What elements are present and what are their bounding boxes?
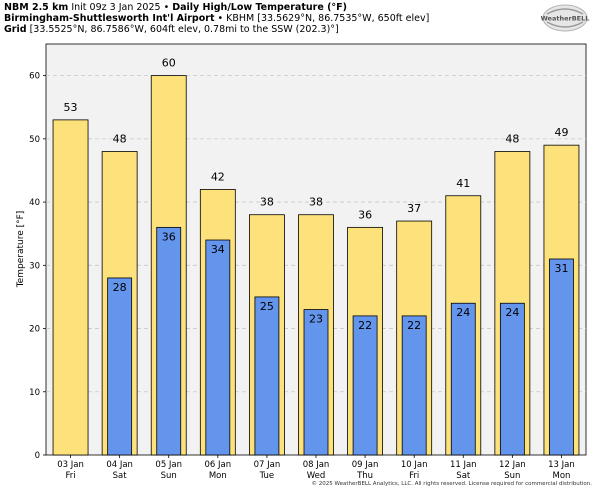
x-tick-date: 12 Jan <box>499 460 526 470</box>
x-tick-date: 08 Jan <box>303 460 330 470</box>
x-tick-day: Thu <box>356 471 373 481</box>
low-temp-label: 22 <box>358 319 372 332</box>
logo-text: WeatherBELL <box>541 15 590 23</box>
low-temp-label: 34 <box>211 243 225 256</box>
x-tick-date: 07 Jan <box>254 460 281 470</box>
model-name: NBM 2.5 km <box>4 2 69 13</box>
separator: • <box>217 13 224 24</box>
separator: • <box>163 2 170 13</box>
low-temp-bar <box>499 302 525 456</box>
x-tick-date: 03 Jan <box>57 460 84 470</box>
low-temp-label: 23 <box>309 313 323 326</box>
high-temp-label: 38 <box>260 196 274 209</box>
product-title: Daily High/Low Temperature (°F) <box>172 2 348 13</box>
high-temp-label: 49 <box>554 126 568 139</box>
x-tick-day: Mon <box>552 471 570 481</box>
low-temp-bar <box>303 309 329 456</box>
station-info: KBHM [33.5629°N, 86.7535°W, 650ft elev] <box>226 13 430 24</box>
low-temp-bar <box>450 302 476 456</box>
grid-info: [33.5525°N, 86.7586°W, 604ft elev, 0.78m… <box>29 24 339 35</box>
y-tick-label: 30 <box>29 261 40 271</box>
header-line-3: Grid [33.5525°N, 86.7586°W, 604ft elev, … <box>4 24 339 35</box>
y-tick-label: 40 <box>29 198 40 208</box>
y-tick-label: 0 <box>35 451 40 461</box>
low-temp-bar <box>205 239 231 456</box>
y-tick-label: 20 <box>29 325 40 335</box>
high-temp-label: 36 <box>358 208 372 221</box>
x-tick-day: Sat <box>456 471 471 481</box>
x-tick-day: Sun <box>504 471 520 481</box>
high-temp-label: 41 <box>456 177 470 190</box>
high-temp-label: 48 <box>505 132 519 145</box>
low-temp-bar <box>107 277 133 456</box>
x-tick-day: Sun <box>161 471 177 481</box>
high-temp-label: 38 <box>309 196 323 209</box>
x-tick-day: Sat <box>113 471 128 481</box>
low-temp-label: 36 <box>162 230 176 243</box>
y-axis-ticks: 0 10 20 30 40 50 60 <box>29 72 46 461</box>
x-tick-date: 05 Jan <box>155 460 182 470</box>
low-temp-label: 24 <box>456 306 470 319</box>
high-temp-label: 60 <box>162 57 176 70</box>
station-name: Birmingham-Shuttlesworth Int'l Airport <box>4 13 215 24</box>
low-temp-label: 25 <box>260 300 274 313</box>
x-tick-day: Mon <box>209 471 227 481</box>
low-temp-label: 28 <box>113 281 127 294</box>
y-axis-label: Temperature [°F] <box>16 211 26 289</box>
low-temp-label: 31 <box>554 262 568 275</box>
low-temp-bar <box>352 315 378 456</box>
header-line-1: NBM 2.5 km Init 09z 3 Jan 2025 • Daily H… <box>4 2 347 13</box>
data-labels: 53 48 28 60 36 42 34 38 25 38 23 36 22 37 22 41 24 48 24 49… <box>64 57 569 332</box>
header-line-2: Birmingham-Shuttlesworth Int'l Airport •… <box>4 13 429 24</box>
x-tick-date: 04 Jan <box>106 460 133 470</box>
x-tick-day: Tue <box>259 471 275 481</box>
copyright-footer: © 2025 WeatherBELL Analytics, LLC. All r… <box>311 481 592 487</box>
high-temp-label: 53 <box>64 101 78 114</box>
high-temp-label: 42 <box>211 170 225 183</box>
x-tick-date: 06 Jan <box>205 460 232 470</box>
low-temp-bar <box>156 226 182 456</box>
low-temp-bar <box>401 315 427 456</box>
high-temp-label: 48 <box>113 132 127 145</box>
init-time: Init 09z 3 Jan 2025 <box>71 2 161 13</box>
x-tick-date: 13 Jan <box>548 460 575 470</box>
x-tick-date: 10 Jan <box>401 460 428 470</box>
x-tick-day: Fri <box>409 471 419 481</box>
y-tick-label: 50 <box>29 135 40 145</box>
x-tick-date: 11 Jan <box>450 460 477 470</box>
x-tick-day: Fri <box>65 471 75 481</box>
high-temp-label: 37 <box>407 202 421 215</box>
low-temp-label: 22 <box>407 319 421 332</box>
low-temp-bar <box>549 258 574 456</box>
x-tick-day: Wed <box>307 471 326 481</box>
x-tick-date: 09 Jan <box>352 460 379 470</box>
bars <box>52 75 580 456</box>
high-temp-bar <box>52 119 89 456</box>
y-tick-label: 60 <box>29 72 40 82</box>
low-temp-bar <box>254 296 280 456</box>
grid-label: Grid <box>4 24 27 35</box>
weatherbell-logo: WeatherBELL <box>541 4 590 32</box>
y-tick-label: 10 <box>29 388 40 398</box>
low-temp-label: 24 <box>505 306 519 319</box>
